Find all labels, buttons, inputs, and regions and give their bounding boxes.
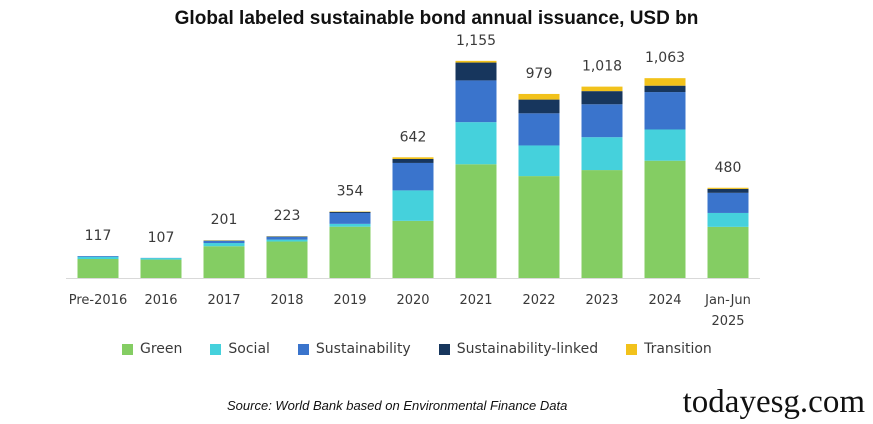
x-tick-label-10: Jan-Jun 2025 [704, 293, 751, 329]
legend-item-social: Social [210, 341, 270, 357]
bar-segment-sustainability-5 [392, 162, 434, 191]
total-label-6: 1,155 [456, 33, 496, 49]
bar-segment-sustainability-4 [329, 212, 371, 224]
bar-segment-sustainability-10 [707, 192, 749, 213]
bar-segment-green-7 [518, 176, 560, 278]
bar-segment-social-8 [581, 137, 623, 171]
total-label-9: 1,063 [645, 50, 685, 66]
bar-segment-sustainability-linked-7 [518, 99, 560, 114]
bar-segment-social-4 [329, 223, 371, 227]
bar-segment-social-1 [140, 258, 182, 260]
bar-segment-sustainability-0 [77, 256, 119, 257]
bar-segment-transition-9 [644, 78, 686, 86]
bar-segment-sustainability-linked-10 [707, 188, 749, 193]
bar-segment-transition-10 [707, 187, 749, 189]
legend-label: Sustainability-linked [456, 341, 599, 357]
legend-swatch [438, 343, 450, 355]
bar-segment-transition-6 [455, 60, 497, 63]
x-tick-label-6: 2021 [459, 293, 492, 308]
bar-segment-social-3 [266, 239, 308, 242]
bar-segment-sustainability-linked-4 [329, 211, 371, 213]
total-label-5: 642 [400, 129, 427, 145]
bar-segment-sustainability-7 [518, 113, 560, 146]
bar-segment-sustainability-linked-5 [392, 158, 434, 163]
chart-title: Global labeled sustainable bond annual i… [174, 8, 699, 29]
total-label-8: 1,018 [582, 59, 622, 75]
bar-segment-social-9 [644, 129, 686, 161]
bar-segment-social-5 [392, 190, 434, 221]
bar-segment-sustainability-6 [455, 80, 497, 123]
legend-swatch [210, 343, 222, 355]
bar-segment-sustainability-8 [581, 104, 623, 138]
x-tick-label-0: Pre-2016 [69, 293, 127, 308]
bar-segment-green-9 [644, 160, 686, 278]
bar-segment-social-6 [455, 122, 497, 165]
legend-item-green: Green [122, 341, 182, 357]
bar-segment-green-8 [581, 170, 623, 278]
bar-segment-transition-5 [392, 157, 434, 159]
total-labels: 117 107 201 223 354 642 1,155 979 1,018 1,063 480 [85, 33, 742, 246]
total-label-1: 107 [148, 230, 175, 246]
legend-item-transition: Transition [626, 341, 712, 357]
legend-item-sustainability: Sustainability [297, 341, 411, 357]
x-tick-label-7: 2022 [522, 293, 555, 308]
legend: Green Social Sustainability Sustainability-… [122, 339, 712, 359]
x-tick-label-8: 2023 [585, 293, 618, 308]
legend-swatch [626, 343, 638, 355]
total-label-0: 117 [85, 228, 112, 244]
bar-segment-green-4 [329, 226, 371, 278]
source-note: Source: World Bank based on Environmenta… [227, 398, 568, 413]
total-label-3: 223 [274, 208, 301, 224]
x-tick-label-5: 2020 [396, 293, 429, 308]
bar-segment-green-3 [266, 241, 308, 278]
legend-item-sustainability-linked: Sustainability-linked [438, 341, 599, 357]
x-tick-labels: Pre-2016 2016 2017 2018 2019 2020 2021 2022 2023… [69, 293, 751, 329]
legend-label: Green [140, 341, 183, 357]
legend-label: Sustainability [315, 341, 411, 357]
total-label-2: 201 [211, 212, 238, 228]
x-tick-label-9: 2024 [648, 293, 681, 308]
bar-segment-green-0 [77, 259, 119, 278]
legend-swatch [122, 343, 133, 355]
legend-label: Social [228, 341, 270, 357]
bar-segment-social-0 [77, 256, 119, 260]
bar-segment-social-2 [203, 243, 245, 247]
bar-segment-sustainability-2 [203, 240, 245, 244]
total-label-10: 480 [715, 160, 742, 176]
bar-segment-sustainability-linked-6 [455, 62, 497, 81]
x-tick-label-4: 2019 [333, 293, 366, 308]
bar-segment-green-10 [707, 226, 749, 278]
x-tick-label-2: 2017 [207, 293, 240, 308]
bar-segment-transition-7 [518, 93, 560, 100]
bar-segment-green-1 [140, 259, 182, 278]
bar-segment-social-7 [518, 145, 560, 177]
total-label-7: 979 [526, 66, 553, 82]
bar-segment-sustainability-3 [266, 236, 308, 240]
bar-segment-green-5 [392, 220, 434, 278]
legend-label: Transition [644, 341, 712, 357]
bar-segment-social-10 [707, 212, 749, 227]
bar-segment-sustainability-9 [644, 92, 686, 130]
bars-layer [77, 60, 749, 278]
bar-segment-sustainability-linked-9 [644, 85, 686, 93]
bar-segment-transition-8 [581, 86, 623, 92]
x-tick-label-3: 2018 [270, 293, 303, 308]
bar-segment-sustainability-linked-8 [581, 91, 623, 105]
watermark: todayesg.com [682, 384, 865, 420]
bar-segment-green-2 [203, 246, 245, 278]
bar-segment-green-6 [455, 164, 497, 278]
legend-swatch [297, 343, 309, 355]
x-tick-label-1: 2016 [144, 293, 177, 308]
total-label-4: 354 [337, 183, 364, 199]
